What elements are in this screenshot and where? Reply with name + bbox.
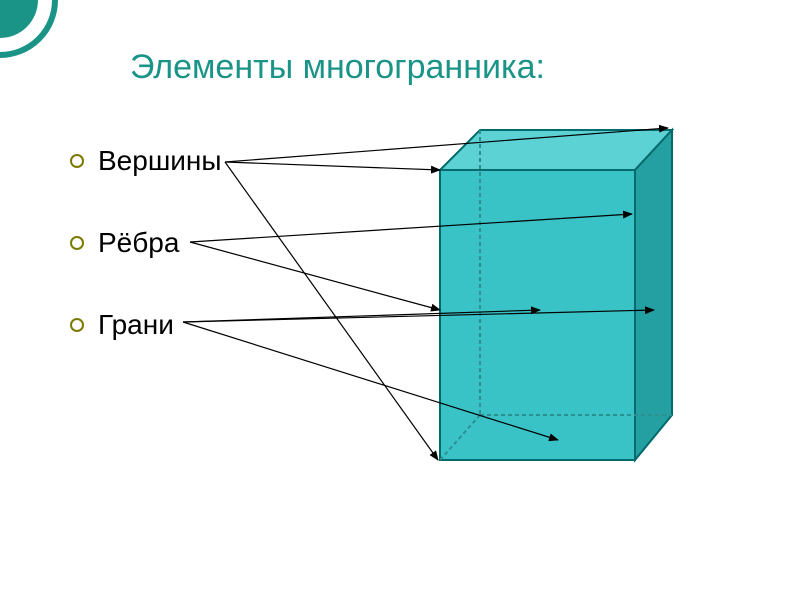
bullet-list: Вершины Рёбра Грани [70,145,222,391]
bullet-marker-icon [70,318,84,332]
slide-title: Элементы многогранника: [130,48,545,87]
bullet-label: Вершины [98,145,222,177]
bullet-item-vertices: Вершины [70,145,222,177]
bullet-label: Грани [98,309,174,341]
corner-decoration [0,0,80,80]
bullet-marker-icon [70,154,84,168]
bullet-label: Рёбра [98,227,179,259]
bullet-item-edges: Рёбра [70,227,222,259]
bullet-item-faces: Грани [70,309,222,341]
bullet-marker-icon [70,236,84,250]
